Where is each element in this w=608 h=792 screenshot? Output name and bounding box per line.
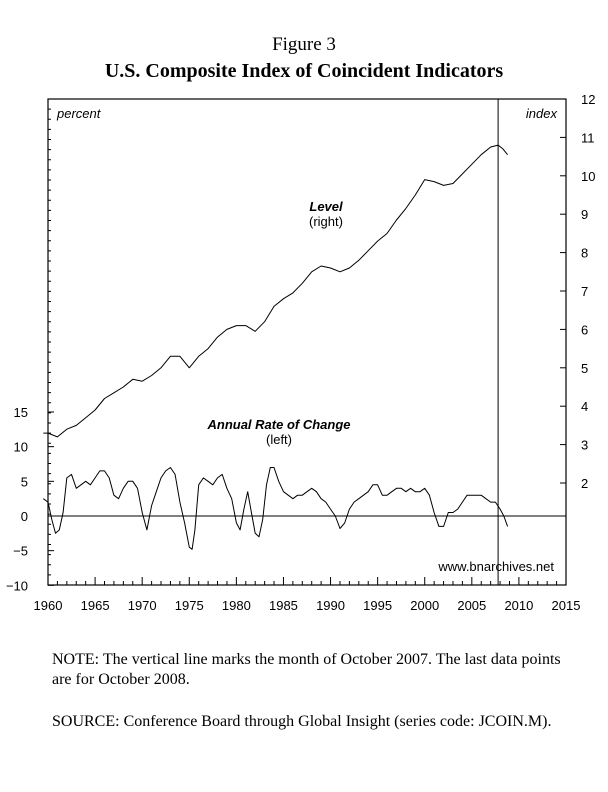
left-tick-label: −10 (6, 578, 28, 593)
right-tick-label: 6 (581, 322, 588, 337)
x-tick-label: 1975 (175, 598, 204, 613)
x-tick-label: 2015 (552, 598, 581, 613)
x-tick-label: 1995 (363, 598, 392, 613)
x-tick-label: 2005 (457, 598, 486, 613)
watermark: www.bnarchives.net (437, 559, 554, 574)
right-tick-label: 7 (581, 284, 588, 299)
x-tick-label: 1965 (81, 598, 110, 613)
x-tick-label: 1980 (222, 598, 251, 613)
right-tick-label: 10 (581, 169, 595, 184)
right-tick-label: 5 (581, 361, 588, 376)
right-tick-label: 11 (581, 130, 595, 145)
right-tick-label: 12 (581, 92, 595, 107)
rate-series-label: Annual Rate of Change (206, 417, 350, 432)
left-tick-label: 10 (14, 440, 28, 455)
figure-label: Figure 3 (272, 34, 336, 55)
x-tick-label: 1960 (34, 598, 63, 613)
source-text: SOURCE: Conference Board through Global … (52, 713, 552, 730)
left-tick-label: −5 (13, 544, 28, 559)
chart: 1960 1965 1970 1975 1980 1985 1990 1995 2000 2005… (6, 92, 596, 613)
left-axis-label: percent (56, 106, 102, 121)
x-tick-label: 1970 (128, 598, 157, 613)
left-tick-label: 15 (14, 405, 28, 420)
right-tick-label: 3 (581, 438, 588, 453)
x-tick-label: 1990 (316, 598, 345, 613)
left-tick-label: 5 (21, 474, 28, 489)
chart-title: U.S. Composite Index of Coincident Indic… (104, 60, 504, 82)
right-tick-label: 8 (581, 246, 588, 261)
left-tick-label: 0 (21, 509, 28, 524)
note-text: NOTE: The vertical line marks the month … (52, 651, 561, 688)
right-axis-label: index (526, 106, 558, 121)
rate-series-line (43, 467, 509, 550)
level-series-sublabel: (right) (309, 214, 343, 229)
right-tick-label: 9 (581, 207, 588, 222)
x-tick-label: 2010 (504, 598, 533, 613)
x-tick-label: 2000 (410, 598, 439, 613)
right-tick-label: 2 (581, 476, 588, 491)
rate-series-sublabel: (left) (266, 432, 292, 447)
right-tick-label: 4 (581, 399, 588, 414)
x-tick-label: 1985 (269, 598, 298, 613)
level-series-line (43, 144, 508, 438)
plot-frame (47, 98, 567, 586)
level-series-label: Level (309, 199, 343, 214)
